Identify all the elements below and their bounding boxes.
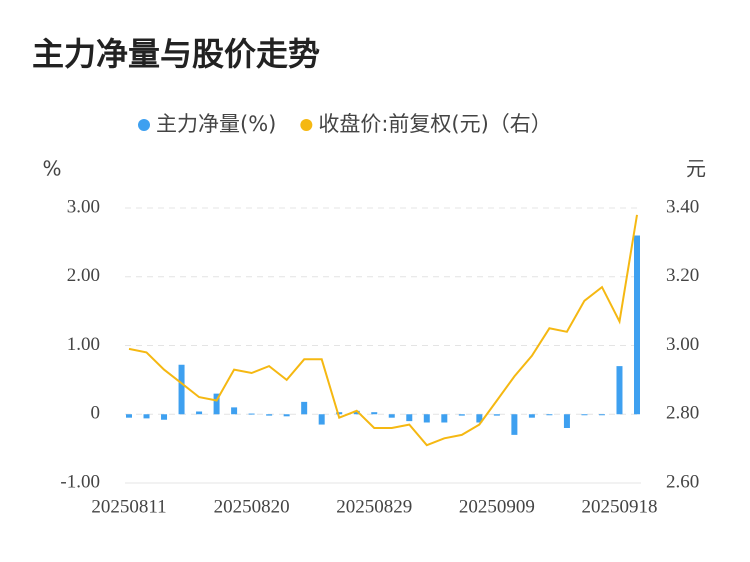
bar bbox=[476, 414, 483, 423]
y-unit: % bbox=[42, 157, 61, 181]
bar bbox=[423, 414, 430, 423]
y-tick-label: 2.00 bbox=[67, 265, 100, 286]
y-tick-label: -1.00 bbox=[60, 471, 100, 492]
price-line bbox=[128, 214, 638, 447]
bar bbox=[266, 414, 273, 416]
x-tick-label: 20250909 bbox=[459, 496, 535, 517]
y2-tick-label: 2.60 bbox=[666, 471, 699, 492]
bar bbox=[248, 413, 255, 415]
bar bbox=[126, 414, 132, 418]
bar bbox=[283, 414, 290, 417]
y2-tick-label: 3.20 bbox=[666, 265, 699, 286]
bar bbox=[581, 414, 588, 416]
bar bbox=[213, 393, 220, 415]
y-tick-label: 0 bbox=[91, 403, 101, 424]
x-tick-label: 20250918 bbox=[581, 496, 657, 517]
y2-tick-label: 3.40 bbox=[666, 196, 699, 217]
bar bbox=[441, 414, 448, 423]
bar bbox=[598, 414, 605, 416]
y2-tick-label: 2.80 bbox=[666, 403, 699, 424]
y-tick-label: 3.00 bbox=[67, 196, 100, 217]
bar bbox=[231, 407, 238, 415]
bar bbox=[143, 414, 150, 419]
bar bbox=[616, 366, 623, 415]
bar bbox=[388, 414, 395, 418]
bar bbox=[493, 414, 500, 416]
y2-unit: 元 bbox=[686, 157, 706, 181]
bar bbox=[634, 235, 640, 415]
legend-marker bbox=[300, 119, 313, 131]
legend-label: 收盘价:前复权(元)（右） bbox=[318, 112, 551, 136]
bar bbox=[458, 414, 465, 416]
y-tick-label: 1.00 bbox=[67, 334, 100, 355]
legend-label: 主力净量(%) bbox=[156, 112, 276, 136]
x-tick-label: 20250811 bbox=[91, 496, 166, 517]
bar bbox=[406, 414, 413, 422]
x-tick-label: 20250829 bbox=[336, 496, 412, 517]
bar bbox=[161, 414, 168, 420]
bar bbox=[196, 411, 203, 415]
chart-title: 主力净量与股价走势 bbox=[32, 35, 320, 73]
bar bbox=[528, 414, 535, 418]
bar bbox=[336, 412, 343, 415]
legend: 主力净量(%) 收盘价:前复权(元)（右） bbox=[138, 112, 552, 136]
bar bbox=[318, 414, 325, 425]
bar bbox=[371, 412, 378, 415]
legend-marker bbox=[138, 119, 150, 131]
x-tick-label: 20250820 bbox=[214, 496, 290, 517]
bar bbox=[546, 414, 553, 416]
bar bbox=[178, 364, 185, 415]
bar bbox=[301, 401, 308, 415]
bar bbox=[353, 410, 360, 415]
y2-tick-label: 3.00 bbox=[666, 334, 699, 355]
bar bbox=[563, 414, 570, 428]
bar bbox=[511, 414, 518, 435]
